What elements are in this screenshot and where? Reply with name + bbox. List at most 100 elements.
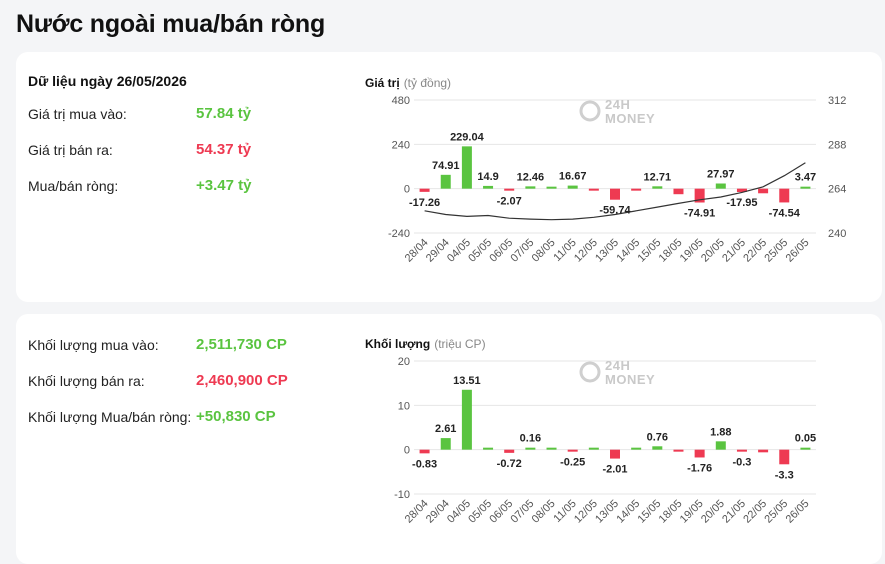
data-label: -3.3 <box>775 469 794 481</box>
y-tick-label: 10 <box>398 400 410 412</box>
bar <box>461 389 472 450</box>
value-chart-title-text: Giá trị <box>365 76 400 90</box>
bar <box>419 449 430 454</box>
watermark-text-bottom: MONEY <box>605 372 655 387</box>
volume-chart-title: Khối lượng (triệu CP) <box>365 337 486 351</box>
data-label: -2.07 <box>497 196 522 208</box>
bar <box>419 188 430 192</box>
bar <box>610 449 620 459</box>
x-tick-label: 18/05 <box>657 498 685 526</box>
data-label: 12.46 <box>517 171 545 183</box>
buy-volume: 2,511,730 CP <box>196 336 287 353</box>
bar <box>673 449 684 452</box>
y2-tick-label: 240 <box>828 228 846 240</box>
data-label: 0.16 <box>520 433 541 445</box>
buy-value: 57.84 tỷ <box>196 105 252 122</box>
data-label: -0.72 <box>497 458 522 470</box>
bar <box>525 447 536 450</box>
value-chart-title: Giá trị (tỷ đồng) <box>365 76 451 90</box>
y-tick-label: 0 <box>404 184 410 196</box>
data-label: -0.25 <box>560 457 585 469</box>
bar <box>588 188 599 191</box>
bar <box>483 447 494 450</box>
data-label: 2.61 <box>435 423 456 435</box>
data-label: -74.54 <box>769 207 801 219</box>
volume-chart-unit: (triệu CP) <box>434 337 486 351</box>
x-tick-label: 25/05 <box>762 498 790 526</box>
data-label: 74.91 <box>432 160 460 172</box>
data-label: -17.95 <box>726 197 757 209</box>
y-tick-label: 480 <box>392 95 410 107</box>
bar <box>673 188 684 195</box>
bar <box>610 188 620 200</box>
bar <box>652 186 663 189</box>
bar <box>736 449 747 452</box>
bar <box>800 447 811 450</box>
data-date-label: Dữ liệu ngày 26/05/2026 <box>28 73 187 89</box>
x-tick-label: 05/05 <box>466 498 494 526</box>
data-label: 27.97 <box>707 168 735 180</box>
bar <box>631 447 642 450</box>
x-tick-label: 21/05 <box>720 498 748 526</box>
bar <box>694 188 705 203</box>
bar <box>546 186 557 189</box>
bar <box>567 449 578 452</box>
y-tick-label: -240 <box>388 228 410 240</box>
x-tick-label: 15/05 <box>635 498 663 526</box>
data-label: -1.76 <box>687 462 712 474</box>
watermark-text-top: 24H <box>605 358 630 373</box>
bar <box>758 449 769 453</box>
bar <box>652 446 663 450</box>
sell-value: 54.37 tỷ <box>196 141 252 158</box>
bar <box>715 183 726 189</box>
data-label: 1.88 <box>710 426 731 438</box>
bar <box>504 449 515 453</box>
y2-tick-label: 288 <box>828 139 846 151</box>
data-label: -59.74 <box>599 205 631 217</box>
page-title: Nước ngoài mua/bán ròng <box>16 10 326 38</box>
x-tick-label: 08/05 <box>530 498 558 526</box>
x-tick-label: 29/04 <box>424 498 452 526</box>
data-label: 0.76 <box>647 431 668 443</box>
bar <box>440 438 451 450</box>
bar <box>694 449 705 458</box>
net-value-label: Mua/bán ròng: <box>28 178 119 194</box>
x-tick-label: 13/05 <box>593 498 621 526</box>
bar <box>461 146 472 189</box>
x-tick-label: 06/05 <box>487 498 515 526</box>
bar <box>800 186 811 189</box>
bar <box>483 185 494 189</box>
net-value: +3.47 tỷ <box>196 177 252 194</box>
bar <box>567 185 578 189</box>
bar <box>736 188 747 192</box>
watermark-icon <box>579 100 601 122</box>
watermark-text-bottom: MONEY <box>605 111 655 126</box>
bar <box>715 441 726 450</box>
y2-tick-label: 264 <box>828 184 846 196</box>
data-label: -0.3 <box>732 457 751 469</box>
y-tick-label: 240 <box>392 139 410 151</box>
buy-value-label: Giá trị mua vào: <box>28 106 127 122</box>
bar <box>504 188 515 191</box>
bar <box>546 447 557 450</box>
data-label: 0.05 <box>795 433 816 445</box>
bar <box>631 188 642 191</box>
x-tick-label: 07/05 <box>509 498 537 526</box>
watermark-text-top: 24H <box>605 97 630 112</box>
data-label: 12.71 <box>644 171 672 183</box>
x-tick-label: 12/05 <box>572 498 600 526</box>
bar <box>779 449 790 465</box>
buy-volume-label: Khối lượng mua vào: <box>28 337 159 353</box>
value-chart-unit: (tỷ đồng) <box>403 76 452 90</box>
x-tick-label: 26/05 <box>784 498 812 526</box>
x-tick-label: 20/05 <box>699 498 727 526</box>
bar <box>440 174 451 189</box>
x-tick-label: 28/04 <box>403 498 431 526</box>
x-tick-label: 22/05 <box>741 498 769 526</box>
bar <box>779 188 790 203</box>
data-label: 13.51 <box>453 375 481 387</box>
